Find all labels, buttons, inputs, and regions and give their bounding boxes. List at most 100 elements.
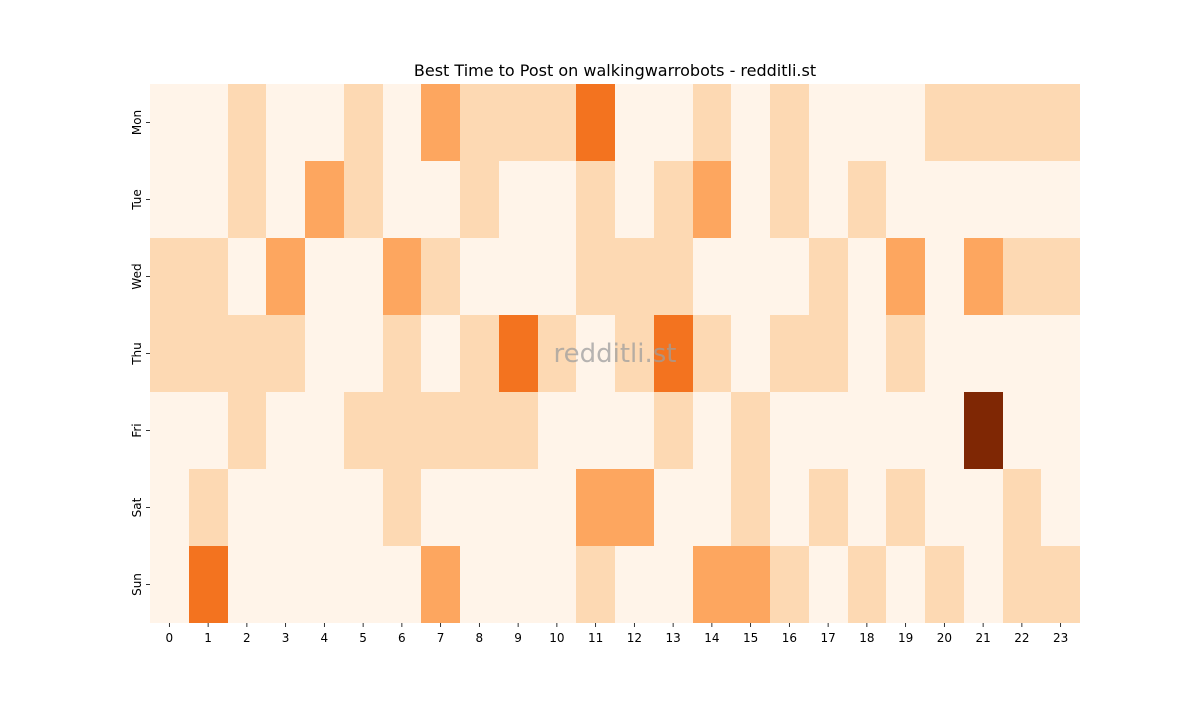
heatmap-cell-mon-17 bbox=[809, 84, 848, 161]
heatmap-cell-sun-2 bbox=[228, 546, 266, 623]
heatmap-cell-wed-19 bbox=[886, 238, 925, 315]
heatmap-cell-mon-20 bbox=[925, 84, 964, 161]
heatmap-cell-sun-22 bbox=[1003, 546, 1041, 623]
heatmap-cell-tue-12 bbox=[615, 161, 654, 238]
heatmap-cell-fri-17 bbox=[809, 392, 848, 469]
heatmap-cell-tue-6 bbox=[383, 161, 421, 238]
heatmap-cell-sat-8 bbox=[460, 469, 499, 546]
heatmap-cell-fri-21 bbox=[964, 392, 1003, 469]
heatmap-cell-sat-5 bbox=[344, 469, 383, 546]
heatmap-cell-mon-7 bbox=[421, 84, 460, 161]
heatmap-cell-wed-23 bbox=[1041, 238, 1080, 315]
heatmap-cell-tue-21 bbox=[964, 161, 1003, 238]
heatmap-cell-sat-4 bbox=[305, 469, 344, 546]
heatmap-cell-mon-5 bbox=[344, 84, 383, 161]
heatmap-cell-wed-7 bbox=[421, 238, 460, 315]
heatmap-cell-sun-12 bbox=[615, 546, 654, 623]
y-tick-label-mon: Mon bbox=[130, 110, 144, 135]
x-tick-label-20: 20 bbox=[937, 631, 952, 645]
heatmap-cell-thu-23 bbox=[1041, 315, 1080, 392]
heatmap-cell-thu-2 bbox=[228, 315, 266, 392]
heatmap-cell-fri-4 bbox=[305, 392, 344, 469]
heatmap-cell-fri-10 bbox=[538, 392, 576, 469]
heatmap-cell-thu-11 bbox=[576, 315, 615, 392]
heatmap-cell-mon-11 bbox=[576, 84, 615, 161]
heatmap-cell-thu-6 bbox=[383, 315, 421, 392]
x-tick-label-12: 12 bbox=[627, 631, 642, 645]
heatmap-cell-thu-12 bbox=[615, 315, 654, 392]
heatmap-cell-thu-8 bbox=[460, 315, 499, 392]
heatmap-cell-sat-3 bbox=[266, 469, 305, 546]
x-tick-label-9: 9 bbox=[514, 631, 522, 645]
heatmap-cell-fri-7 bbox=[421, 392, 460, 469]
heatmap-cell-sat-10 bbox=[538, 469, 576, 546]
heatmap-cell-sat-7 bbox=[421, 469, 460, 546]
heatmap-cell-thu-16 bbox=[770, 315, 809, 392]
heatmap-cell-sun-6 bbox=[383, 546, 421, 623]
heatmap-cell-sun-21 bbox=[964, 546, 1003, 623]
heatmap-cell-fri-12 bbox=[615, 392, 654, 469]
heatmap-cell-sun-5 bbox=[344, 546, 383, 623]
heatmap-cell-tue-9 bbox=[499, 161, 538, 238]
watermark: redditli.st bbox=[554, 339, 677, 369]
x-tick-label-0: 0 bbox=[166, 631, 174, 645]
heatmap-cell-thu-21 bbox=[964, 315, 1003, 392]
heatmap-cell-fri-13 bbox=[654, 392, 693, 469]
x-tick-label-17: 17 bbox=[820, 631, 835, 645]
x-tick-label-5: 5 bbox=[359, 631, 367, 645]
heatmap-cell-thu-17 bbox=[809, 315, 848, 392]
heatmap-cell-fri-6 bbox=[383, 392, 421, 469]
heatmap-cell-thu-10 bbox=[538, 315, 576, 392]
heatmap-cell-fri-19 bbox=[886, 392, 925, 469]
heatmap-cell-sun-18 bbox=[848, 546, 886, 623]
heatmap-cell-mon-4 bbox=[305, 84, 344, 161]
x-tick-label-2: 2 bbox=[243, 631, 251, 645]
heatmap-cell-sun-14 bbox=[693, 546, 731, 623]
heatmap-cell-tue-4 bbox=[305, 161, 344, 238]
heatmap-cell-sun-19 bbox=[886, 546, 925, 623]
heatmap-cell-wed-14 bbox=[693, 238, 731, 315]
heatmap-cell-tue-23 bbox=[1041, 161, 1080, 238]
heatmap-cell-wed-20 bbox=[925, 238, 964, 315]
heatmap-cell-fri-15 bbox=[731, 392, 770, 469]
heatmap-cell-sun-9 bbox=[499, 546, 538, 623]
heatmap-cell-sat-15 bbox=[731, 469, 770, 546]
heatmap-cell-sat-14 bbox=[693, 469, 731, 546]
x-tick-label-14: 14 bbox=[704, 631, 719, 645]
heatmap-cell-tue-13 bbox=[654, 161, 693, 238]
heatmap-cell-fri-16 bbox=[770, 392, 809, 469]
heatmap-cell-fri-1 bbox=[189, 392, 228, 469]
heatmap-cell-sat-22 bbox=[1003, 469, 1041, 546]
heatmap-cell-tue-3 bbox=[266, 161, 305, 238]
heatmap-cell-sun-13 bbox=[654, 546, 693, 623]
heatmap-cell-sun-15 bbox=[731, 546, 770, 623]
x-tick-label-8: 8 bbox=[476, 631, 484, 645]
heatmap-cell-wed-13 bbox=[654, 238, 693, 315]
heatmap-cells bbox=[150, 84, 1080, 623]
heatmap-cell-mon-14 bbox=[693, 84, 731, 161]
chart-title: Best Time to Post on walkingwarrobots - … bbox=[414, 61, 816, 80]
heatmap-cell-sat-1 bbox=[189, 469, 228, 546]
x-tick-label-7: 7 bbox=[437, 631, 445, 645]
heatmap-cell-mon-6 bbox=[383, 84, 421, 161]
x-tick-label-13: 13 bbox=[665, 631, 680, 645]
heatmap-cell-thu-14 bbox=[693, 315, 731, 392]
heatmap-cell-thu-3 bbox=[266, 315, 305, 392]
heatmap-cell-wed-21 bbox=[964, 238, 1003, 315]
x-tick-label-10: 10 bbox=[549, 631, 564, 645]
heatmap-cell-sun-23 bbox=[1041, 546, 1080, 623]
heatmap-cell-tue-15 bbox=[731, 161, 770, 238]
heatmap-cell-fri-3 bbox=[266, 392, 305, 469]
heatmap-cell-wed-17 bbox=[809, 238, 848, 315]
heatmap-cell-wed-6 bbox=[383, 238, 421, 315]
heatmap-cell-sun-0 bbox=[150, 546, 189, 623]
x-tick-label-15: 15 bbox=[743, 631, 758, 645]
heatmap-cell-tue-8 bbox=[460, 161, 499, 238]
heatmap-cell-wed-2 bbox=[228, 238, 266, 315]
heatmap-cell-wed-10 bbox=[538, 238, 576, 315]
heatmap-cell-fri-14 bbox=[693, 392, 731, 469]
heatmap-cell-sun-10 bbox=[538, 546, 576, 623]
heatmap-cell-wed-22 bbox=[1003, 238, 1041, 315]
heatmap-cell-mon-13 bbox=[654, 84, 693, 161]
